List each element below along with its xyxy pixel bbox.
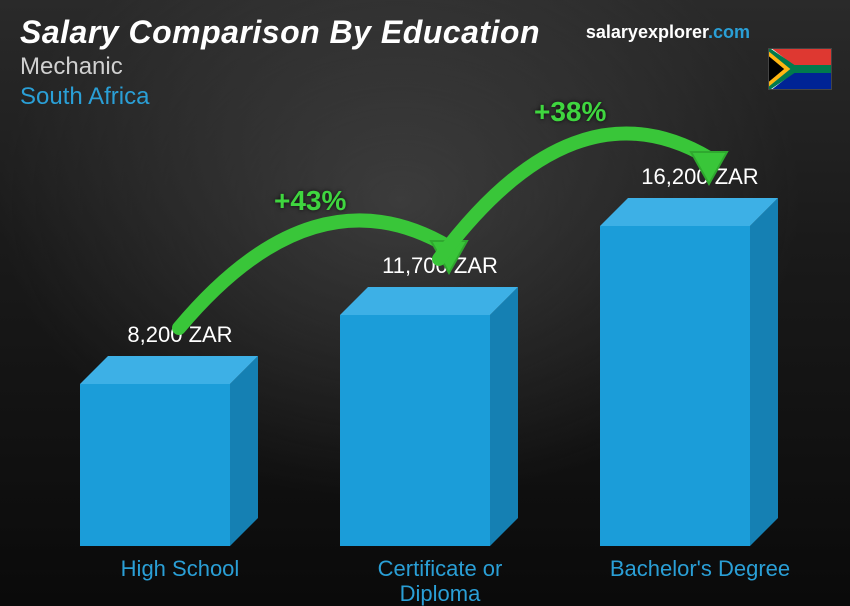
bar-category-label: Certificate or Diploma bbox=[340, 556, 540, 606]
bar-side bbox=[750, 198, 778, 546]
brand-name: salaryexplorer bbox=[586, 22, 708, 42]
bar-side bbox=[230, 356, 258, 546]
brand-logo: salaryexplorer.com bbox=[586, 22, 750, 43]
bar-top bbox=[340, 287, 518, 315]
country-name: South Africa bbox=[20, 83, 540, 111]
bar-front bbox=[340, 315, 490, 546]
bar-category-label: High School bbox=[80, 556, 280, 581]
bar-value-label: 16,200 ZAR bbox=[600, 164, 800, 190]
bar-side bbox=[490, 287, 518, 546]
brand-domain: .com bbox=[708, 22, 750, 42]
pct-increase-label: +43% bbox=[274, 185, 346, 217]
bar-category-label: Bachelor's Degree bbox=[600, 556, 800, 581]
page-title: Salary Comparison By Education bbox=[20, 14, 540, 51]
bar-value-label: 11,700 ZAR bbox=[340, 253, 540, 279]
header: Salary Comparison By Education Mechanic … bbox=[20, 14, 540, 111]
bar-group: 16,200 ZARBachelor's Degree bbox=[600, 198, 800, 546]
bar-chart: 8,200 ZARHigh School 11,700 ZARCertificat… bbox=[40, 126, 800, 546]
bar-value-label: 8,200 ZAR bbox=[80, 322, 280, 348]
bar-top bbox=[600, 198, 778, 226]
bar-group: 11,700 ZARCertificate or Diploma bbox=[340, 287, 540, 546]
pct-increase-label: +38% bbox=[534, 96, 606, 128]
flag-icon bbox=[768, 48, 832, 90]
bar-front bbox=[600, 226, 750, 546]
bar-group: 8,200 ZARHigh School bbox=[80, 356, 280, 546]
bar-front bbox=[80, 384, 230, 546]
job-title: Mechanic bbox=[20, 53, 540, 81]
bar-top bbox=[80, 356, 258, 384]
